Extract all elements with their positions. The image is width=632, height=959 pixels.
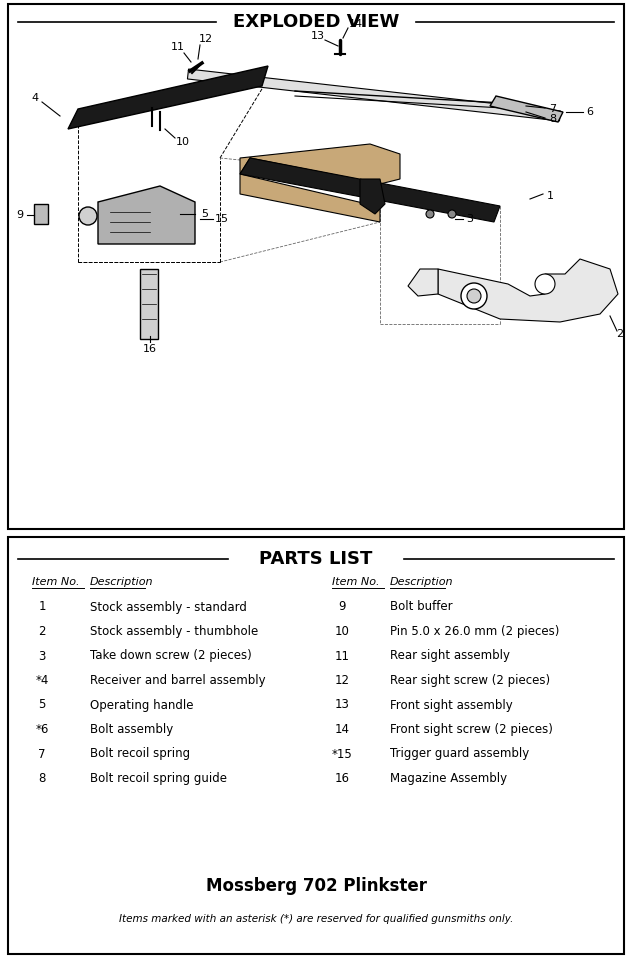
Circle shape <box>79 207 97 225</box>
Text: 8: 8 <box>39 772 46 785</box>
Text: Items marked with an asterisk (*) are reserved for qualified gunsmiths only.: Items marked with an asterisk (*) are re… <box>119 914 513 924</box>
Text: 10: 10 <box>334 625 349 638</box>
Text: Item No.: Item No. <box>32 577 80 587</box>
Circle shape <box>461 283 487 309</box>
Text: 9: 9 <box>16 210 23 220</box>
Polygon shape <box>188 69 561 121</box>
Text: *6: *6 <box>35 723 49 736</box>
Bar <box>140 269 158 339</box>
Bar <box>8 537 624 954</box>
Text: 12: 12 <box>334 674 349 687</box>
Text: Magazine Assembly: Magazine Assembly <box>390 772 507 785</box>
Text: 4: 4 <box>32 93 39 103</box>
Text: 7: 7 <box>39 747 46 760</box>
Polygon shape <box>240 158 500 222</box>
Text: 9: 9 <box>338 600 346 614</box>
Text: Bolt recoil spring guide: Bolt recoil spring guide <box>90 772 227 785</box>
Text: 11: 11 <box>334 649 349 663</box>
Text: 3: 3 <box>39 649 46 663</box>
Circle shape <box>426 210 434 218</box>
Text: Bolt recoil spring: Bolt recoil spring <box>90 747 190 760</box>
Text: Description: Description <box>90 577 154 587</box>
Text: 14: 14 <box>349 19 363 29</box>
Text: Receiver and barrel assembly: Receiver and barrel assembly <box>90 674 265 687</box>
Text: Item No.: Item No. <box>332 577 379 587</box>
Polygon shape <box>408 269 438 296</box>
Text: 11: 11 <box>171 42 185 52</box>
Text: 7: 7 <box>549 104 557 114</box>
Text: 6: 6 <box>586 107 593 117</box>
Polygon shape <box>240 144 400 184</box>
Text: Trigger guard assembly: Trigger guard assembly <box>390 747 529 760</box>
Polygon shape <box>438 259 618 322</box>
Text: Rear sight screw (2 pieces): Rear sight screw (2 pieces) <box>390 674 550 687</box>
Polygon shape <box>68 66 268 129</box>
Text: 5: 5 <box>202 209 209 219</box>
Text: 3: 3 <box>466 214 473 224</box>
Text: 16: 16 <box>143 344 157 354</box>
Text: Stock assembly - standard: Stock assembly - standard <box>90 600 247 614</box>
Text: 12: 12 <box>199 34 213 44</box>
Bar <box>34 204 48 224</box>
Bar <box>8 4 624 529</box>
Text: PARTS LIST: PARTS LIST <box>259 550 373 568</box>
Text: Front sight screw (2 pieces): Front sight screw (2 pieces) <box>390 723 553 736</box>
Text: 10: 10 <box>176 137 190 147</box>
Text: 2: 2 <box>616 329 624 339</box>
Text: Bolt assembly: Bolt assembly <box>90 723 173 736</box>
Text: 15: 15 <box>215 214 229 224</box>
Polygon shape <box>240 174 380 222</box>
Text: Bolt buffer: Bolt buffer <box>390 600 453 614</box>
Text: Mossberg 702 Plinkster: Mossberg 702 Plinkster <box>205 877 427 895</box>
Text: 2: 2 <box>39 625 46 638</box>
Text: Take down screw (2 pieces): Take down screw (2 pieces) <box>90 649 252 663</box>
Polygon shape <box>98 186 195 244</box>
Text: 1: 1 <box>39 600 46 614</box>
Text: Operating handle: Operating handle <box>90 698 193 712</box>
Text: Pin 5.0 x 26.0 mm (2 pieces): Pin 5.0 x 26.0 mm (2 pieces) <box>390 625 559 638</box>
Text: 16: 16 <box>334 772 349 785</box>
Text: *15: *15 <box>332 747 353 760</box>
Text: 1: 1 <box>547 191 554 201</box>
Text: 8: 8 <box>549 114 557 124</box>
Polygon shape <box>490 96 563 122</box>
Text: Rear sight assembly: Rear sight assembly <box>390 649 510 663</box>
Text: Front sight assembly: Front sight assembly <box>390 698 513 712</box>
Text: 13: 13 <box>311 31 325 41</box>
Polygon shape <box>360 179 385 214</box>
Text: *4: *4 <box>35 674 49 687</box>
Circle shape <box>467 289 481 303</box>
Circle shape <box>535 274 555 294</box>
Text: 13: 13 <box>334 698 349 712</box>
Text: 14: 14 <box>334 723 349 736</box>
Text: 5: 5 <box>39 698 46 712</box>
Text: EXPLODED VIEW: EXPLODED VIEW <box>233 13 399 31</box>
Text: Description: Description <box>390 577 454 587</box>
Circle shape <box>448 210 456 218</box>
Text: Stock assembly - thumbhole: Stock assembly - thumbhole <box>90 625 258 638</box>
